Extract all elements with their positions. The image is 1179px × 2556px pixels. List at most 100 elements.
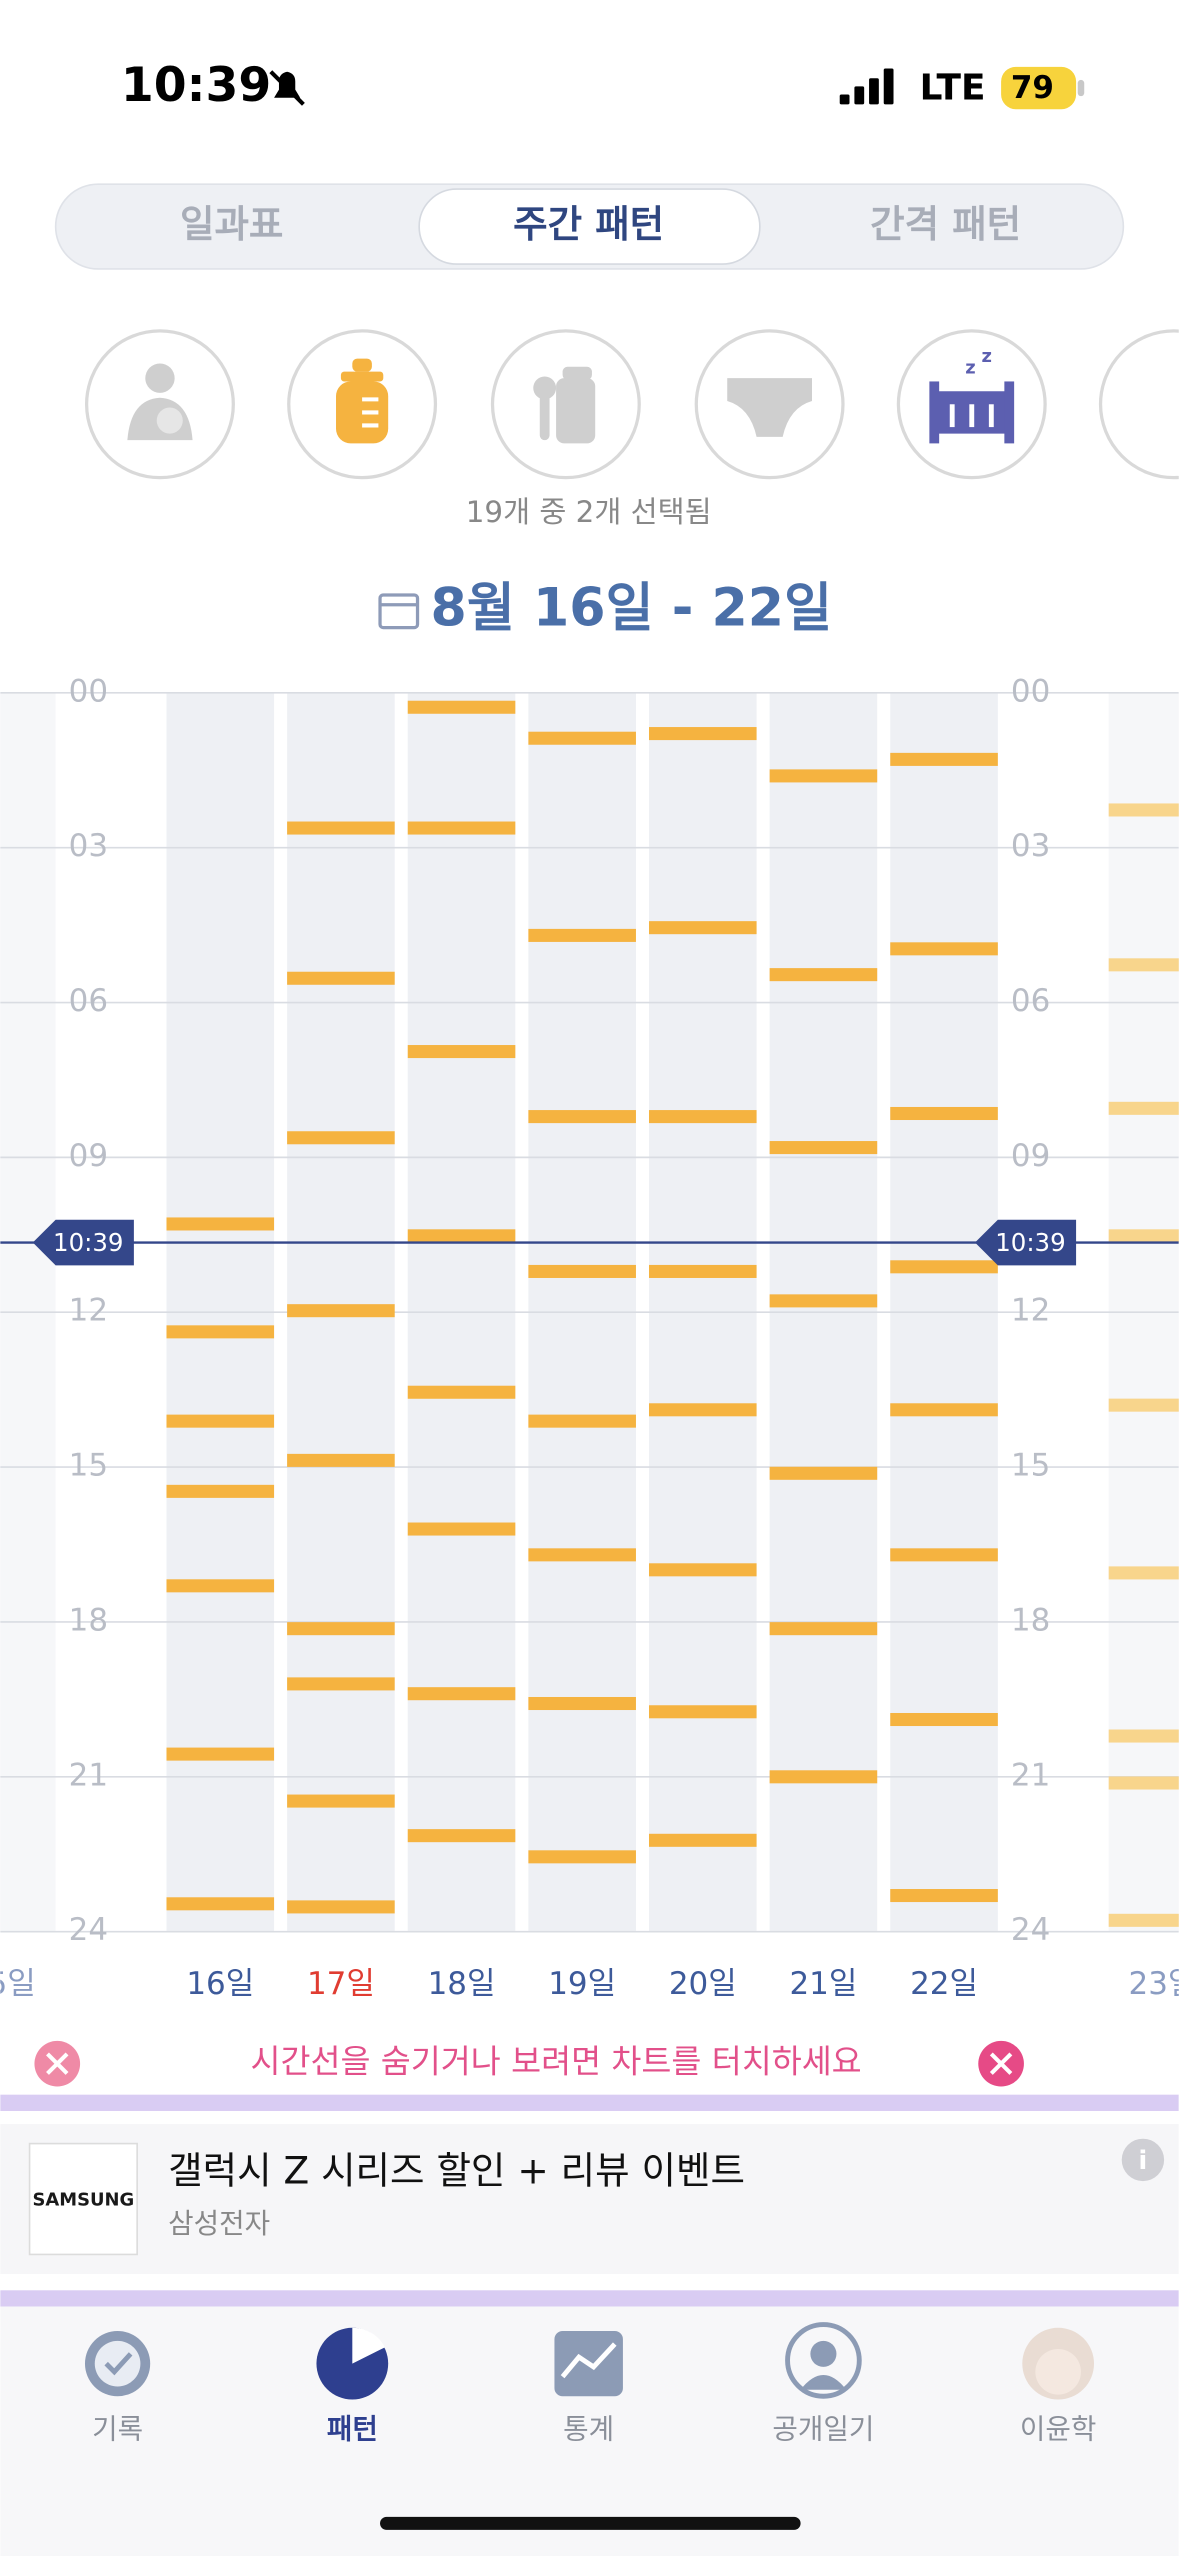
- feeding-event: [769, 1141, 878, 1155]
- feeding-event: [1108, 1913, 1179, 1927]
- x-tick-label: 18일: [428, 1966, 496, 2002]
- feeding-event: [166, 1414, 275, 1428]
- feeding-event: [166, 1579, 275, 1593]
- x-tick-label: 19일: [548, 1966, 616, 2002]
- y-tick-label: 18: [1011, 1602, 1050, 1638]
- battery-level: 79: [1011, 70, 1054, 106]
- nav-item[interactable]: 패턴: [327, 2412, 378, 2445]
- feeding-event: [890, 752, 998, 766]
- current-time-label: 10:39: [995, 1228, 1065, 1257]
- network-label: LTE: [920, 68, 986, 109]
- feeding-event: [166, 1217, 275, 1231]
- feeding-event: [528, 731, 636, 745]
- x-tick-label: 23일: [1129, 1966, 1179, 2002]
- feeding-event: [528, 1110, 636, 1124]
- ad-title: 갤럭시 Z 시리즈 할인 + 리뷰 이벤트: [168, 2148, 745, 2192]
- signal-icon: [839, 68, 894, 105]
- tab[interactable]: 일과표: [180, 202, 283, 246]
- feeding-event: [648, 1833, 757, 1847]
- feeding-event: [287, 1131, 395, 1145]
- feeding-event: [769, 1466, 878, 1480]
- feeding-event: [407, 700, 516, 714]
- chart[interactable]: 00 00 03 03 06 06 09 09 12 12 15 15 18 18 21 21 24 24 15일 1…: [0, 673, 1179, 2002]
- feeding-event: [287, 1453, 395, 1467]
- tab-active-bg: [418, 188, 761, 265]
- x-tick-label: 16일: [186, 1966, 254, 2002]
- current-time-tag: [975, 1219, 1077, 1266]
- nav-icons: [84, 2322, 1095, 2400]
- hint-text: 시간선을 숨기거나 보려면 차트를 터치하세요: [250, 2043, 861, 2081]
- feeding-event: [890, 1889, 998, 1903]
- feeding-event: [166, 1325, 275, 1339]
- battery-cap: [1077, 79, 1085, 97]
- x-tick-label: 15일: [0, 1966, 36, 2002]
- ad-banner[interactable]: [0, 2124, 1179, 2274]
- y-tick-label: 09: [1011, 1138, 1050, 1174]
- close-glyph: [989, 2052, 1013, 2075]
- feeding-event: [1108, 803, 1179, 817]
- y-tick-label: 24: [69, 1912, 108, 1948]
- feeding-event: [648, 1110, 757, 1124]
- feeding-event: [1108, 1398, 1179, 1412]
- y-tick-label: 12: [69, 1293, 108, 1329]
- feeding-event: [648, 1705, 757, 1719]
- feeding-event: [769, 1622, 878, 1636]
- bottom-nav: 기록 패턴 통계 공개일기 이윤학: [92, 2412, 1096, 2445]
- feeding-event: [287, 971, 395, 985]
- x-tick-label: 20일: [669, 1966, 737, 2002]
- more-filter[interactable]: [1098, 329, 1179, 480]
- feeding-event: [1108, 958, 1179, 972]
- close-glyph: [46, 2052, 69, 2075]
- ad-logo-box: [28, 2142, 138, 2256]
- feeding-event: [407, 1522, 516, 1536]
- feeding-event: [287, 1794, 395, 1808]
- y-tick-label: 21: [1011, 1757, 1050, 1793]
- feeding-event: [528, 1414, 636, 1428]
- y-tick-label: 00: [1011, 673, 1050, 709]
- feeding-event: [407, 821, 516, 835]
- ad-info[interactable]: [1121, 2138, 1165, 2182]
- feeding-event: [166, 1897, 275, 1911]
- nav-item[interactable]: 기록: [92, 2412, 143, 2445]
- battery: [1001, 66, 1077, 110]
- feeding-event: [890, 1403, 998, 1417]
- y-tick-label: 18: [69, 1602, 108, 1638]
- x-tick-label: 22일: [910, 1966, 978, 2002]
- ad-border-bottom: [0, 2290, 1179, 2307]
- x-tick-label: 17일: [307, 1966, 375, 2002]
- feeding-event: [648, 727, 757, 741]
- home-indicator: [380, 2516, 801, 2530]
- feeding-event: [648, 1403, 757, 1417]
- filter-caption: 19개 중 2개 선택됨: [466, 495, 712, 529]
- feeding-event: [528, 1696, 636, 1711]
- y-tick-label: 03: [69, 828, 108, 864]
- y-tick-label: 15: [1011, 1448, 1050, 1484]
- feeding-event: [287, 1622, 395, 1636]
- y-tick-label: 09: [69, 1138, 108, 1174]
- tabs: 일과표 주간 패턴 간격 패턴: [180, 188, 1021, 265]
- feeding-event: [287, 1677, 395, 1691]
- feeding-event: [528, 928, 636, 942]
- info-glyph: i: [1138, 2146, 1147, 2176]
- feeding-event: [769, 968, 878, 982]
- ad-advertiser: 삼성전자: [168, 2207, 270, 2240]
- nav-item[interactable]: 이윤학: [1020, 2412, 1096, 2445]
- feeding-event: [528, 1264, 636, 1278]
- tab[interactable]: 주간 패턴: [513, 202, 664, 246]
- screen-content: 10:39 LTE 79 일과표 주간 패턴 간격 패턴 zz: [0, 58, 1179, 2556]
- svg-text:z: z: [982, 346, 992, 367]
- feeding-event: [769, 1770, 878, 1784]
- feeding-event: [407, 1045, 516, 1059]
- nav-item[interactable]: 통계: [563, 2412, 614, 2445]
- current-time-tag: [32, 1219, 134, 1266]
- date-range[interactable]: 8월 16일 - 22일: [431, 578, 833, 638]
- feeding-event: [407, 1829, 516, 1843]
- nav-item[interactable]: 공개일기: [772, 2412, 874, 2445]
- feeding-event: [769, 1294, 878, 1308]
- current-time-label: 10:39: [53, 1228, 123, 1257]
- feeding-event: [166, 1747, 275, 1761]
- feeding-event: [287, 821, 395, 835]
- tab[interactable]: 간격 패턴: [870, 202, 1021, 246]
- ad-brand: SAMSUNG: [32, 2190, 134, 2211]
